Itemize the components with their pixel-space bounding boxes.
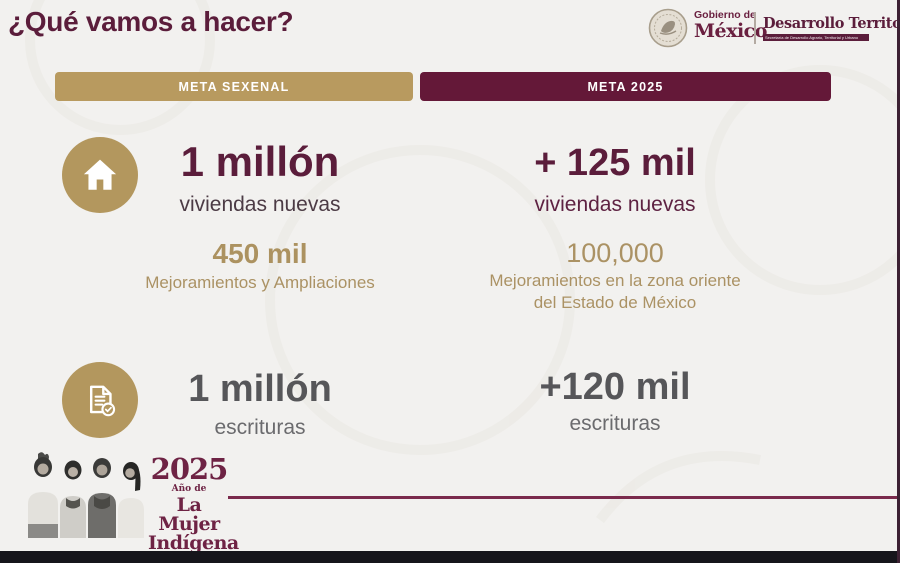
meta-2025-viviendas-label: viviendas nuevas: [534, 193, 696, 216]
campaign-2025-mujer-indigena: 2025 Año de La Mujer Indígena: [148, 452, 239, 554]
campaign-line2: Indígena: [148, 532, 239, 554]
meta-sexenal-mejoramientos-value: 450 mil: [212, 238, 308, 269]
meta-sexenal-mejoramientos-label: Mejoramientos y Ampliaciones: [145, 273, 375, 292]
right-edge-strip: [897, 0, 900, 563]
dependency-subtitle: Secretaría de Desarrollo Agrario, Territ…: [763, 34, 869, 41]
indigenous-women-photo: [28, 452, 144, 538]
house-icon: [83, 159, 117, 190]
logo-divider: [754, 12, 756, 44]
column-header-meta-sexenal: META SEXENAL: [55, 72, 413, 101]
government-logo-block: Gobierno de México Desarrollo Territoria…: [646, 6, 900, 52]
campaign-year: 2025: [150, 452, 229, 486]
meta-sexenal-escrituras-value: 1 millón: [188, 368, 332, 410]
campaign-line1: La Mujer: [158, 494, 220, 535]
meta-sexenal-viviendas-label: viviendas nuevas: [179, 193, 341, 216]
meta-2025-viviendas-value: + 125 mil: [534, 142, 696, 184]
meta-2025-escrituras-value: +120 mil: [539, 366, 691, 408]
dependency-wordmark: Desarrollo Territorial Secretaría de Des…: [763, 15, 900, 41]
footer-divider-line: [228, 496, 900, 499]
page-title: ¿Qué vamos a hacer?: [8, 6, 294, 37]
meta-sexenal-viviendas-value: 1 millón: [180, 138, 340, 185]
meta-2025-escrituras-label: escrituras: [569, 412, 661, 435]
deeds-icon-circle: [62, 362, 138, 438]
meta-2025-mejoramientos-label-line2: del Estado de México: [533, 293, 697, 313]
document-icon: [89, 385, 116, 417]
dependency-name: Desarrollo Territorial: [763, 15, 900, 32]
meta-sexenal-escrituras-label: escrituras: [214, 416, 306, 439]
meta-2025-mejoramientos-value: 100,000: [566, 238, 664, 268]
meta-2025-mejoramientos-label-line1: Mejoramientos en la zona oriente: [489, 271, 741, 290]
mexico-seal-icon: [648, 8, 688, 48]
bottom-bar: [0, 551, 900, 563]
meta-2025-mejoramientos-label: Mejoramientos en la zona oriente del Est…: [450, 270, 780, 314]
gobierno-de-mexico-wordmark: Gobierno de México: [694, 10, 767, 41]
gobierno-de-label: Gobierno de: [694, 9, 756, 21]
column-header-meta-2025: META 2025: [420, 72, 831, 101]
mexico-label: México: [694, 19, 767, 42]
housing-icon-circle: [62, 137, 138, 213]
campaign-year-sub: Año de: [171, 484, 207, 494]
